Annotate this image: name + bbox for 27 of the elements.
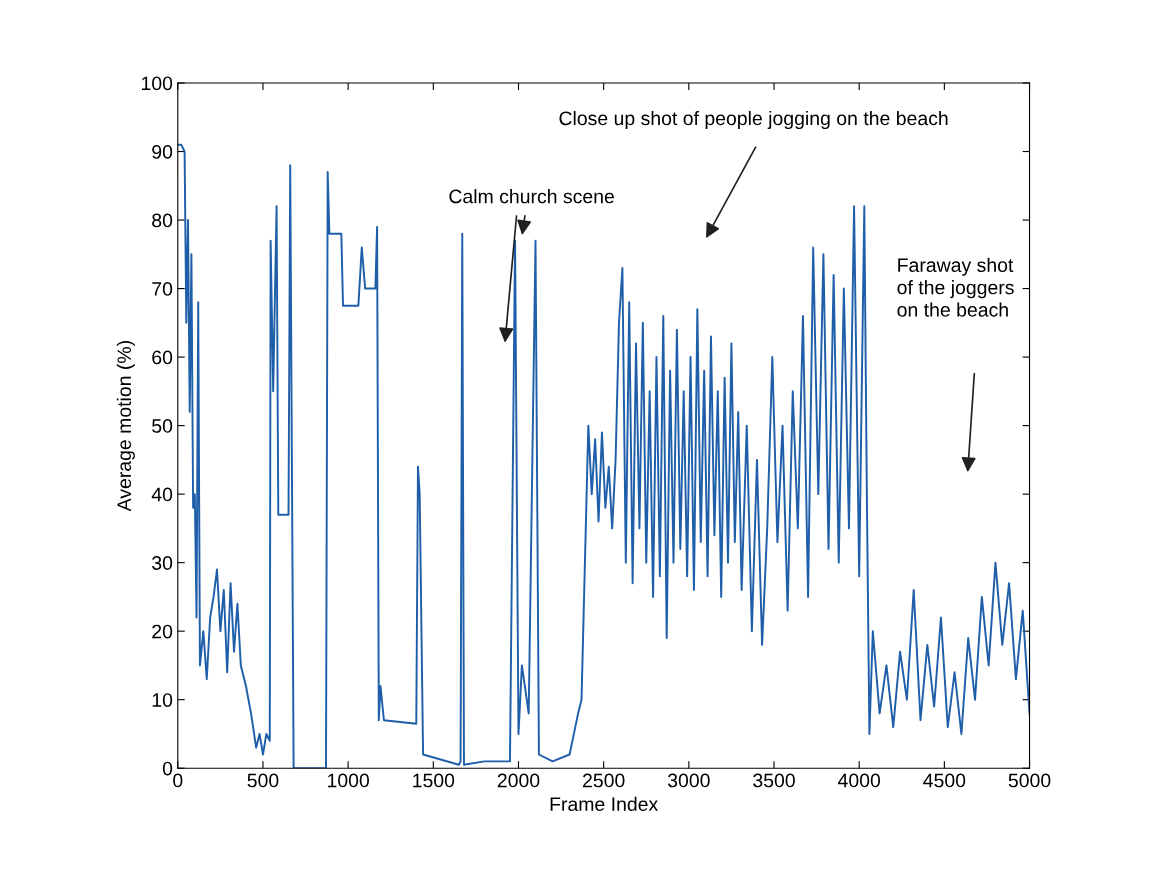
y-tick-label: 10 — [152, 693, 173, 707]
x-axis-title: Frame Index — [550, 796, 659, 812]
x-tick-label: 3500 — [753, 773, 795, 788]
y-tick-label: 20 — [152, 624, 173, 639]
x-tick-label: 5000 — [1008, 773, 1051, 788]
x-tick-label: 0 — [173, 773, 183, 788]
annotation: Calm church scene — [449, 189, 614, 204]
x-tick-label: 4500 — [923, 773, 966, 788]
x-tick-label: 3000 — [667, 773, 710, 788]
y-tick-label: 90 — [152, 144, 173, 159]
y-tick-label: 100 — [141, 76, 173, 91]
y-tick-label: 0 — [162, 761, 173, 776]
y-tick-label: 60 — [152, 350, 173, 365]
y-tick-label: 40 — [151, 487, 173, 502]
y-tick-label: 50 — [152, 419, 173, 433]
x-tick-label: 2500 — [583, 773, 625, 788]
x-tick-label: 4000 — [838, 773, 881, 788]
x-tick-label: 1000 — [327, 773, 369, 788]
x-tick-label: 1500 — [413, 773, 455, 788]
annotation: Faraway shot of the joggers on the beach — [897, 257, 1014, 317]
y-tick-label: 30 — [152, 556, 173, 570]
y-tick-label: 80 — [152, 213, 173, 228]
y-axis-title: Average motion (%) — [116, 341, 135, 512]
annotation: Close up shot of people jogging on the beach — [559, 110, 948, 130]
x-tick-label: 2000 — [497, 773, 540, 788]
y-tick-label: 70 — [152, 282, 173, 296]
x-tick-label: 500 — [247, 773, 279, 788]
